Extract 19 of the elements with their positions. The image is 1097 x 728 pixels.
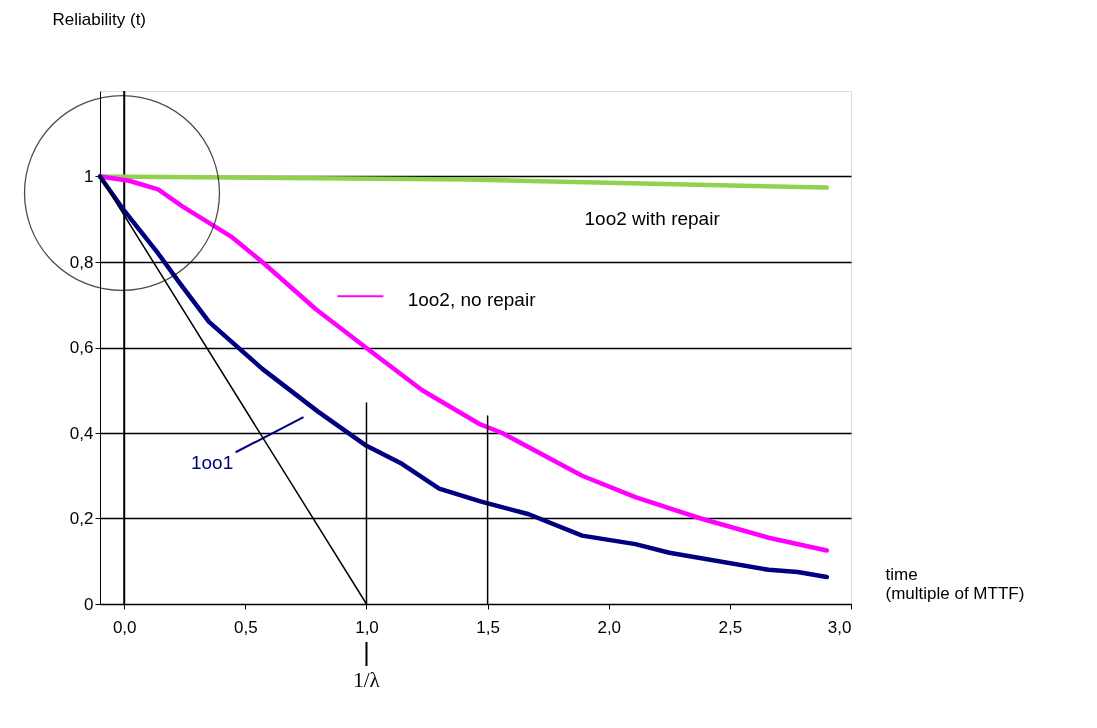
legend-label: 1oo2, no repair: [407, 289, 537, 311]
y-tick-label: 0,4: [69, 423, 94, 443]
x-tick-label: 1,5: [476, 617, 500, 637]
y-tick-label: 0,8: [69, 252, 94, 272]
series-label: 1oo2 with repair: [584, 208, 721, 230]
y-tick-label: 1: [84, 167, 94, 186]
text: 1oo1: [190, 451, 234, 473]
y-tick-label: 0,6: [69, 338, 94, 357]
x-tick-label: 1,0: [355, 617, 379, 637]
y-tick-label: 0: [84, 594, 94, 614]
x-tick-label: 2,0: [597, 617, 622, 637]
y-axis-title: Reliability (t): [52, 9, 147, 29]
annotation: 1/λ: [353, 668, 381, 692]
x-axis-title: time (multiple of MTTF): [885, 564, 1025, 603]
x-tick-label: 2,5: [718, 617, 743, 637]
x-tick-label: 0,0: [112, 617, 137, 637]
x-tick-label: 3,0: [827, 617, 852, 637]
y-tick-label: 0,2: [69, 509, 94, 528]
x-tick-label: 0,5: [234, 617, 258, 637]
